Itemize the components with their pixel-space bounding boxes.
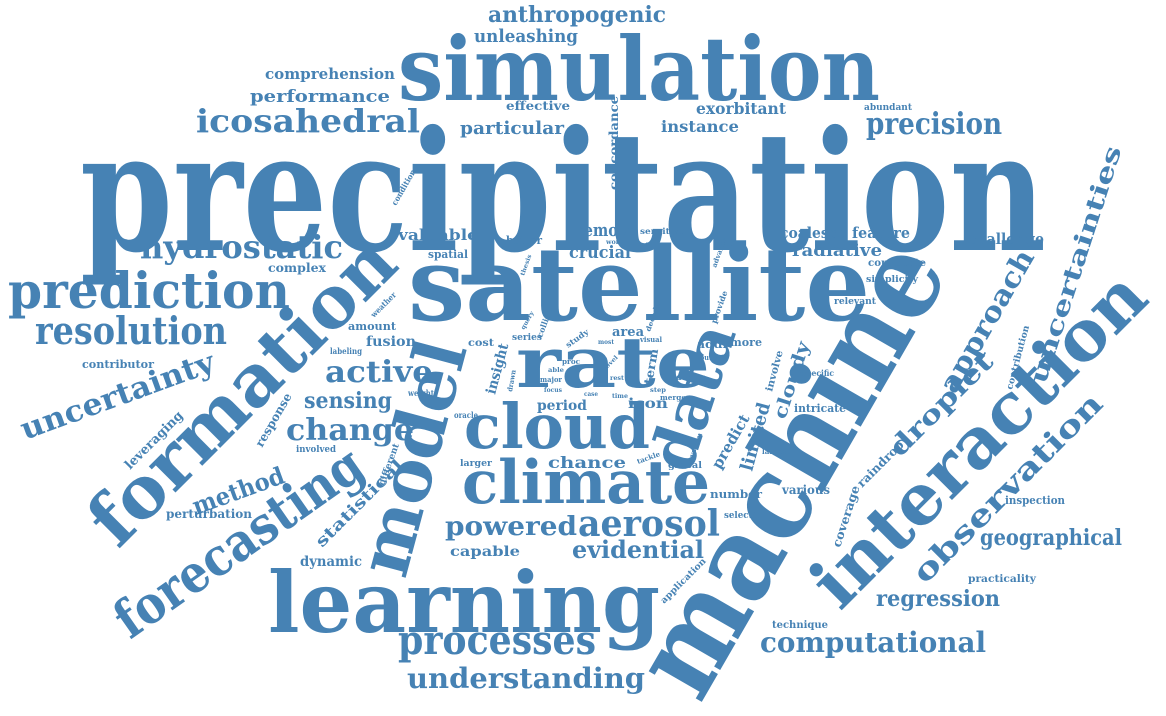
word-powered: powered bbox=[445, 512, 577, 542]
word-crucial: crucial bbox=[569, 243, 632, 263]
word-various: various bbox=[781, 483, 830, 497]
word-icon: icon bbox=[628, 396, 668, 412]
word-addr: addr bbox=[697, 338, 729, 351]
word-instance: instance bbox=[661, 117, 739, 136]
word-chance: chance bbox=[548, 453, 626, 472]
word-labeling: labeling bbox=[330, 346, 362, 356]
word-series: series bbox=[512, 333, 542, 343]
word-better: better bbox=[506, 234, 542, 247]
word-perturbation: perturbation bbox=[166, 507, 252, 521]
word-prediction: prediction bbox=[8, 261, 290, 320]
word-inspection: inspection bbox=[1005, 494, 1065, 507]
word-sensing: sensing bbox=[304, 388, 392, 414]
word-comprehension: comprehension bbox=[265, 65, 395, 83]
word-technique: technique bbox=[772, 620, 828, 631]
word-valuable: valuable bbox=[397, 226, 478, 244]
word-more: more bbox=[730, 336, 762, 349]
word-degree: degree bbox=[676, 372, 706, 382]
word-involved: involved bbox=[296, 445, 337, 455]
word-remote: remote bbox=[576, 220, 634, 241]
word-contributor: contributor bbox=[82, 358, 154, 371]
word-practicality: practicality bbox=[968, 574, 1037, 585]
word-precision: precision bbox=[866, 107, 1002, 142]
word-satellite: satellite bbox=[408, 225, 870, 345]
word-weight: weight bbox=[407, 388, 434, 398]
word-performance: performance bbox=[250, 87, 390, 107]
word-particular: particular bbox=[460, 118, 565, 139]
word-relevant: relevant bbox=[834, 297, 877, 307]
word-amount: amount bbox=[348, 320, 397, 333]
word-visual: visual bbox=[639, 335, 662, 344]
word-period: period bbox=[537, 398, 587, 414]
word-coalesce: coalesce bbox=[780, 224, 846, 242]
word-dynamic: dynamic bbox=[300, 554, 362, 570]
word-most: most bbox=[598, 339, 614, 346]
word-constitute: constitute bbox=[868, 258, 926, 269]
word-time: time bbox=[612, 393, 628, 400]
word-cloud: cloud bbox=[464, 390, 650, 463]
word-aerosol: aerosol bbox=[578, 503, 720, 545]
word-simplicity: simplicity bbox=[866, 275, 919, 285]
word-rate: rate bbox=[516, 321, 710, 404]
word-abundant: abundant bbox=[864, 103, 913, 113]
word-icosahedral: icosahedral bbox=[196, 102, 420, 140]
word-term: term bbox=[641, 347, 661, 385]
word-unleashing: unleashing bbox=[474, 26, 578, 47]
word-oracle: oracle bbox=[454, 410, 478, 420]
word-feature: feature bbox=[852, 224, 910, 242]
word-resolution: resolution bbox=[35, 308, 227, 353]
word-intricate: intricate bbox=[794, 402, 846, 415]
word-simulation: simulation bbox=[398, 17, 880, 121]
word-output: output bbox=[700, 353, 725, 362]
word-focus: focus bbox=[544, 387, 563, 394]
word-change: change bbox=[286, 413, 414, 448]
word-specific: specific bbox=[802, 368, 834, 378]
word-step: step bbox=[650, 387, 666, 394]
word-active: active bbox=[325, 355, 433, 390]
word-radiative: radiative bbox=[792, 241, 882, 261]
word-case: case bbox=[584, 391, 598, 398]
word-learning: learning bbox=[268, 553, 660, 652]
word-spatial: spatial bbox=[428, 248, 468, 261]
word-anthropogenic: anthropogenic bbox=[488, 2, 666, 28]
word-major: major bbox=[540, 375, 562, 384]
word-regression: regression bbox=[876, 586, 1000, 612]
word-complex: complex bbox=[268, 261, 327, 275]
word-fusion: fusion bbox=[366, 334, 416, 350]
word-exorbitant: exorbitant bbox=[696, 99, 787, 118]
word-sensitive: sensitive bbox=[640, 226, 684, 236]
word-global: global bbox=[668, 461, 703, 471]
word-concordance: concordance bbox=[607, 96, 621, 190]
word-merge: merge bbox=[660, 393, 687, 402]
word-precipitation: precipitation bbox=[80, 95, 1046, 290]
word-proc: proc bbox=[562, 357, 580, 366]
word-evidential: evidential bbox=[572, 535, 704, 564]
word-able: able bbox=[548, 367, 564, 374]
word-hydrostatic: hydrostatic bbox=[140, 228, 343, 266]
word-effective: effective bbox=[506, 99, 570, 113]
word-computational: computational bbox=[760, 626, 986, 659]
word-world: world bbox=[605, 239, 627, 246]
word-challenge: challenge bbox=[968, 230, 1044, 248]
word-geographical: geographical bbox=[980, 525, 1122, 551]
word-selection: selection bbox=[724, 511, 768, 521]
word-climate: climate bbox=[462, 448, 710, 518]
word-understanding: understanding bbox=[407, 662, 645, 695]
word-rest: rest bbox=[610, 375, 624, 382]
word-area: area bbox=[612, 325, 645, 340]
word-cost: cost bbox=[468, 338, 494, 349]
word-largest: largest bbox=[762, 447, 791, 456]
word-drawn: drawn bbox=[505, 369, 518, 392]
word-larger: larger bbox=[460, 459, 492, 469]
word-processes: processes bbox=[398, 617, 596, 664]
word-number: number bbox=[710, 488, 762, 501]
word-capable: capable bbox=[450, 544, 520, 560]
